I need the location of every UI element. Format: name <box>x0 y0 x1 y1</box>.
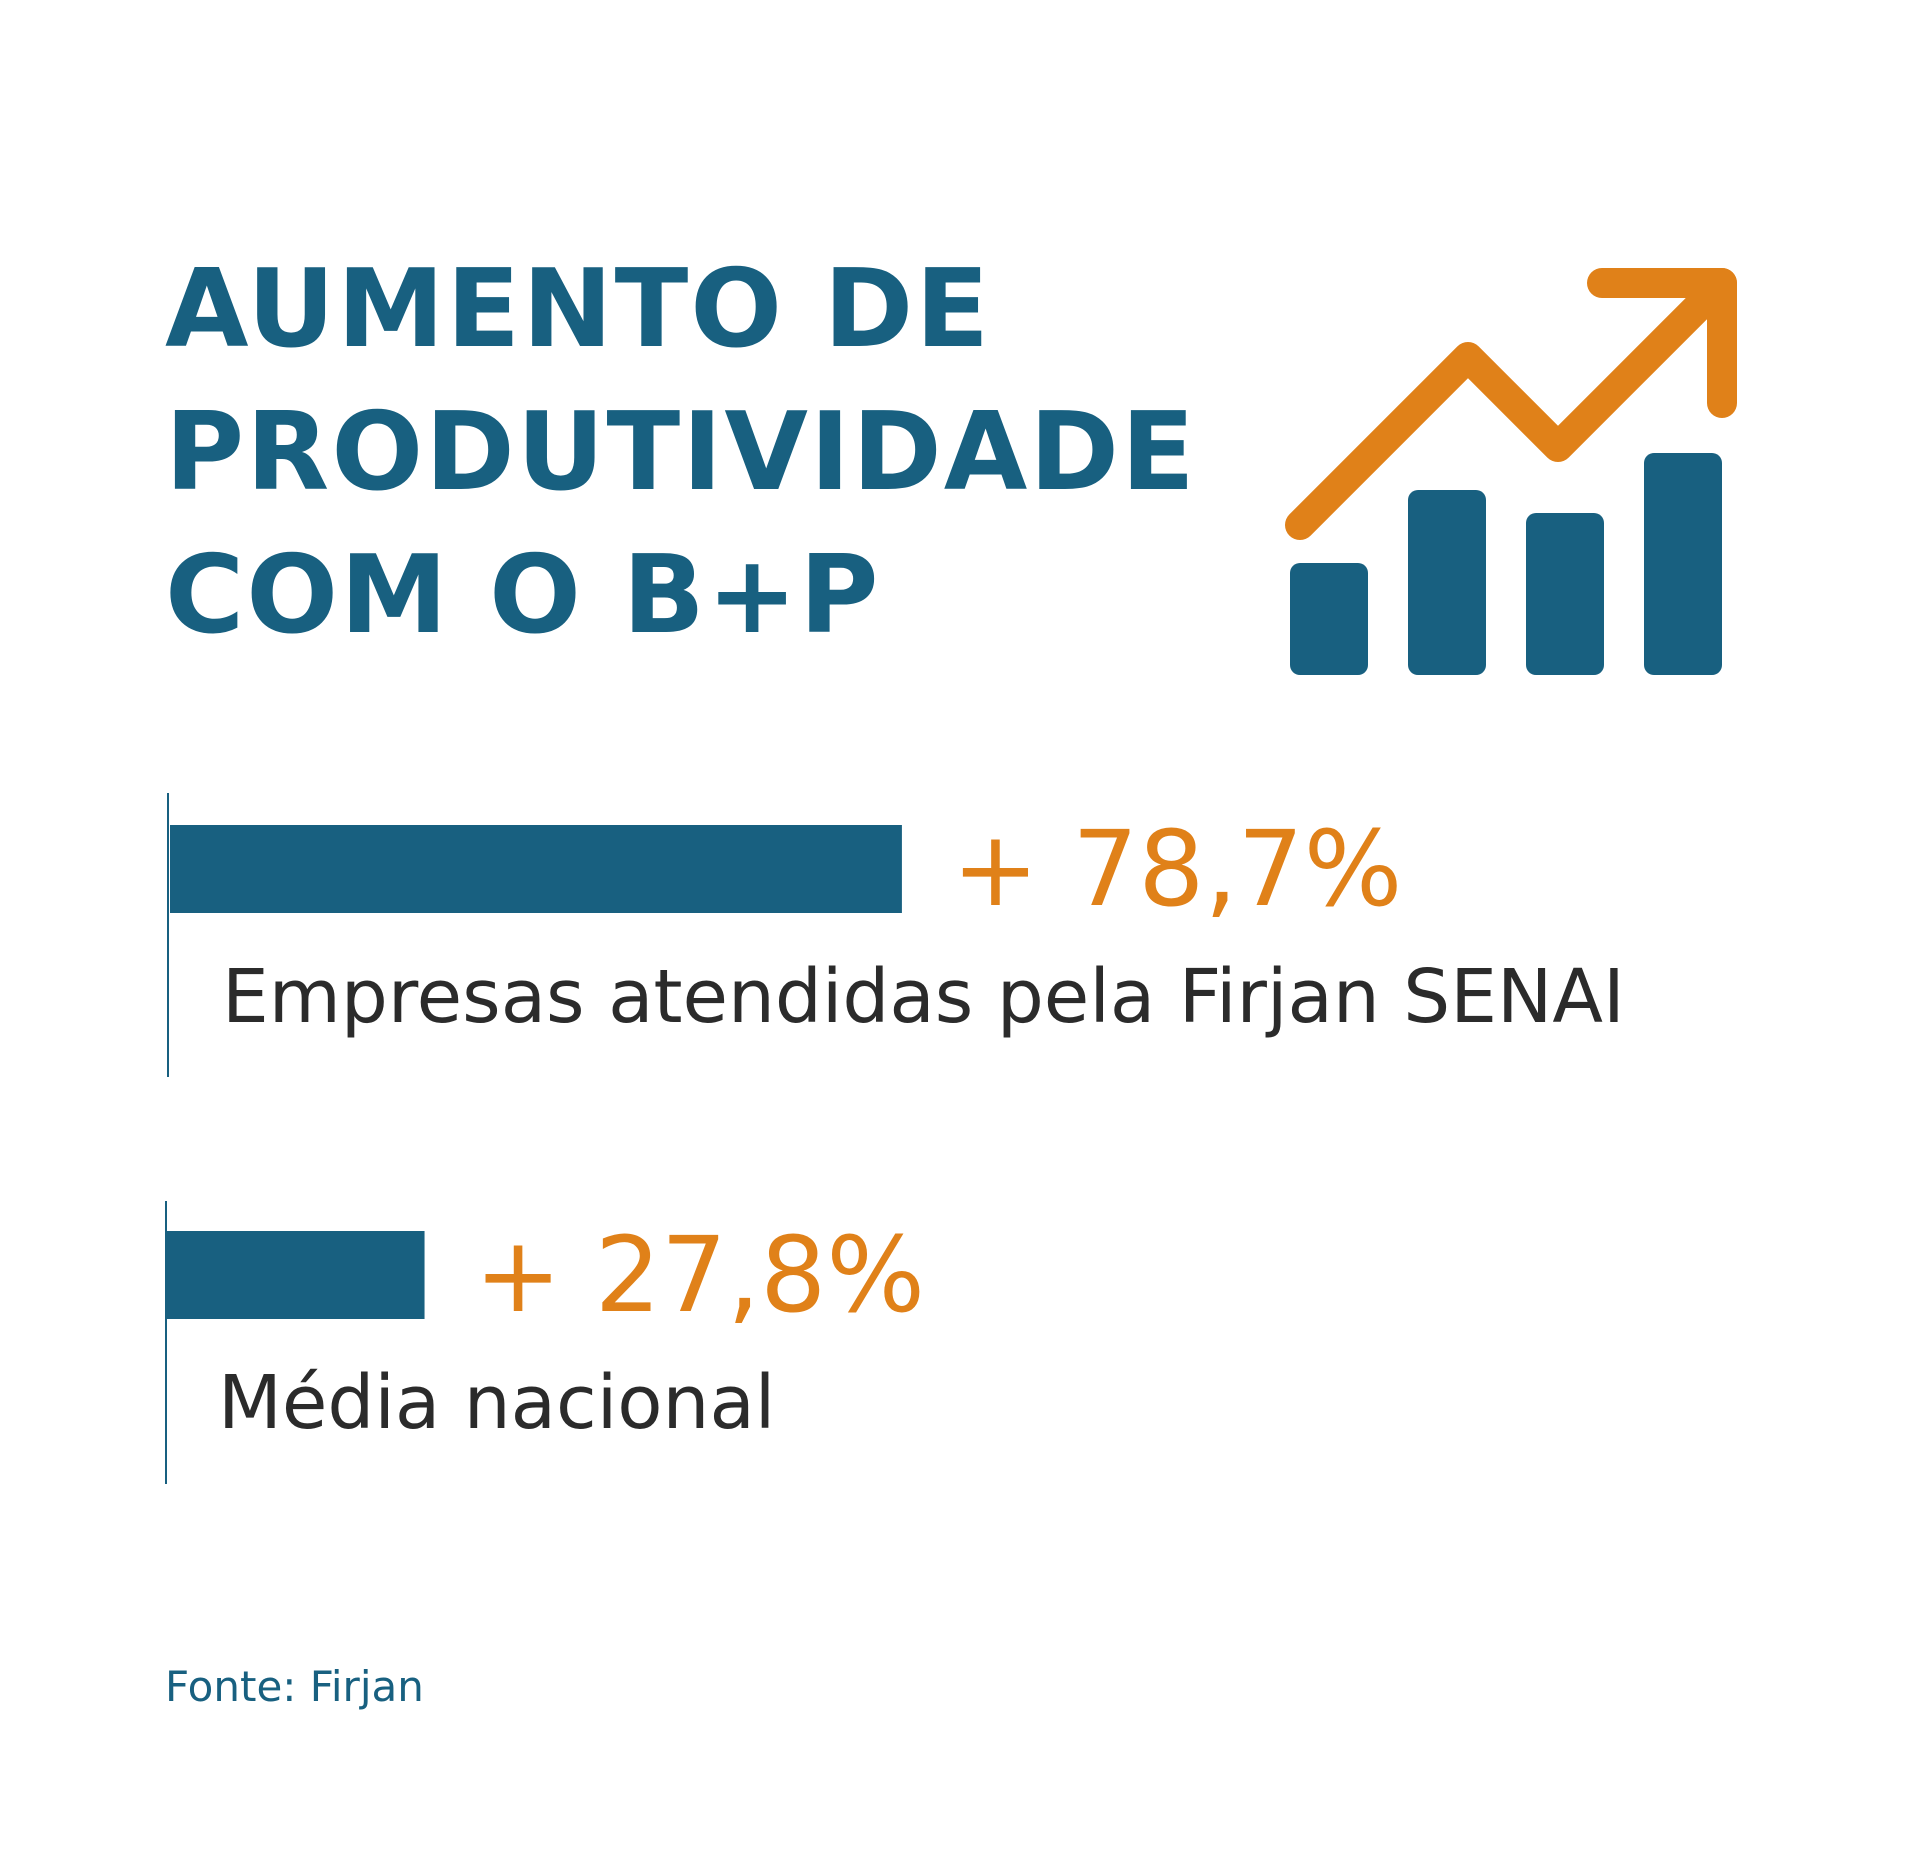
value-label-1: + 78,7% <box>952 808 1403 930</box>
icon-bar-4 <box>1644 453 1722 675</box>
icon-bar-3 <box>1526 513 1604 675</box>
title-line-2: PRODUTIVIDADE <box>165 390 1197 515</box>
icon-bar-1 <box>1290 563 1368 675</box>
source-note: Fonte: Firjan <box>165 1662 424 1711</box>
title-line-3: COM O B+P <box>165 533 881 658</box>
page-title: AUMENTO DE PRODUTIVIDADE COM O B+P <box>165 238 1197 667</box>
icon-trend-line <box>1285 268 1737 540</box>
title-line-1: AUMENTO DE <box>165 247 992 372</box>
category-label-1: Empresas atendidas pela Firjan SENAI <box>222 954 1625 1040</box>
icon-arrow-head <box>1587 268 1737 418</box>
bar-2 <box>166 1231 425 1319</box>
category-label-2: Média nacional <box>218 1360 775 1446</box>
value-label-2: + 27,8% <box>475 1214 926 1336</box>
growth-chart-icon <box>1285 268 1737 675</box>
icon-bar-2 <box>1408 490 1486 675</box>
bar-1 <box>170 825 902 913</box>
